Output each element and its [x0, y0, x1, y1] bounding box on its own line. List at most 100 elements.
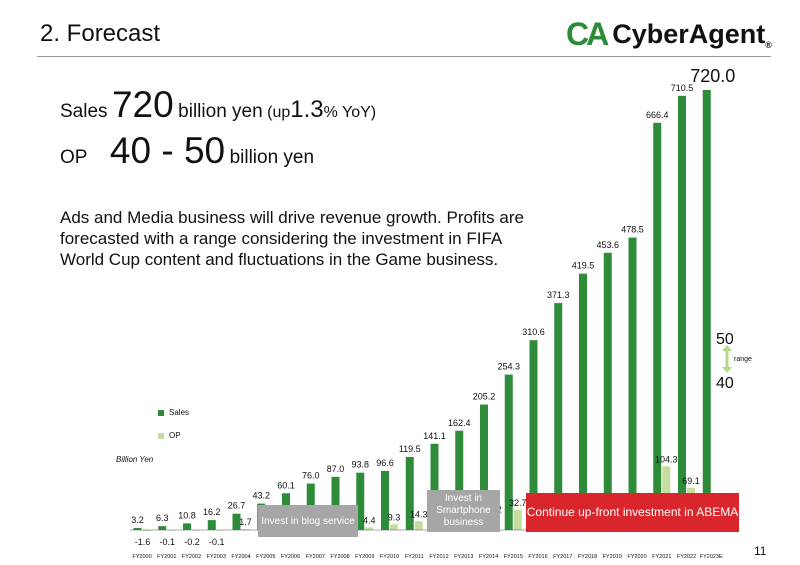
sales-value-label: 371.3: [547, 290, 570, 300]
sales-bar: [232, 513, 241, 530]
range-high-label: 50: [716, 331, 734, 348]
sales-value-label: 419.5: [572, 261, 595, 271]
sales-bar: [529, 340, 538, 530]
x-tick-label: FY2000: [132, 554, 151, 560]
sales-value-label: 16.2: [203, 507, 221, 517]
op-value-label: 9.3: [388, 512, 401, 522]
sales-value-label: 76.0: [302, 471, 320, 481]
sales-value-label: 93.8: [351, 460, 369, 470]
sales-value-label: 254.3: [497, 362, 520, 372]
sales-unit: billion yen: [178, 101, 263, 122]
x-tick-label: FY2001: [157, 554, 176, 560]
op-bar: [241, 528, 250, 530]
x-tick-label: FY2012: [429, 554, 448, 560]
legend-sales-label: Sales: [169, 408, 190, 417]
op-value-label: -0.2: [184, 537, 200, 547]
x-tick-label: FY2007: [306, 554, 325, 560]
sales-value-label: 162.4: [448, 418, 471, 428]
op-value-label: 69.1: [682, 476, 700, 486]
sales-growth-suffix: % YoY): [323, 104, 377, 121]
x-tick-label: FY2004: [231, 554, 250, 560]
sales-bar: [628, 237, 637, 531]
x-tick-label: FY2017: [553, 554, 572, 560]
sales-value-label: 96.6: [376, 458, 394, 468]
x-tick-label: FY2019: [603, 554, 622, 560]
sales-bar: [381, 470, 389, 530]
sales-value-label: 453.6: [596, 240, 619, 250]
op-bar: [142, 530, 151, 531]
sales-bar: [702, 90, 711, 530]
sales-value-label: 6.3: [156, 513, 169, 523]
range-low-label: 40: [716, 375, 734, 392]
title-divider: [37, 56, 771, 57]
sales-bar: [158, 526, 167, 530]
op-value-label: 32.7: [509, 498, 527, 508]
sales-bar: [603, 252, 612, 531]
sales-bar: [356, 472, 365, 530]
sales-bar: [183, 523, 191, 530]
sales-value-label: 43.2: [252, 491, 270, 501]
x-tick-label: FY2010: [380, 554, 399, 560]
range-label: range: [734, 356, 752, 363]
sales-bar: [133, 528, 142, 530]
sales-bar: [504, 374, 513, 530]
x-tick-label: FY2009: [355, 554, 374, 560]
legend-op-swatch: [158, 432, 164, 439]
note-abema-investment: Continue up-front investment in ABEMA: [526, 493, 739, 532]
x-tick-label: FY2020: [627, 554, 646, 560]
op-value-label: 104.3: [655, 454, 678, 464]
unit-label: Billion Yen: [116, 455, 154, 464]
logo-registered: ®: [765, 39, 772, 50]
slide-title: 2. Forecast: [40, 20, 161, 47]
op-bar: [216, 530, 225, 531]
sales-value-label: 310.6: [522, 327, 545, 337]
x-tick-label: FY2014: [479, 554, 498, 560]
sales-growth: 1.3: [290, 96, 324, 123]
logo-mark: CA: [566, 15, 609, 52]
sales-bar: [480, 404, 488, 530]
op-value-label: 14.3: [410, 509, 428, 519]
x-tick-label: FY2015: [504, 554, 523, 560]
sales-value: 720: [111, 84, 174, 125]
sales-value-label: 141.1: [423, 431, 446, 441]
sales-bar: [207, 520, 216, 530]
x-tick-label: FY2016: [528, 554, 547, 560]
op-bar: [414, 521, 423, 530]
legend-sales-swatch: [158, 409, 164, 416]
sales-bar: [430, 443, 439, 530]
x-tick-label: FY2022: [677, 554, 696, 560]
x-tick-label: FY2005: [256, 554, 275, 560]
sales-bar: [455, 430, 464, 530]
sales-value-label: 119.5: [399, 444, 421, 454]
op-value: 40 - 50: [109, 130, 226, 171]
op-headline: OP 40 - 50 billion yen: [60, 130, 314, 172]
op-value-label: 1.7: [239, 517, 252, 527]
sales-value-label: 666.4: [646, 110, 669, 120]
note-smartphone-investment: Invest in Smartphone business: [427, 490, 500, 532]
sales-value-label: 720.0: [690, 66, 735, 86]
x-tick-label: FY2023E: [700, 554, 723, 560]
range-arrow-down-icon: [722, 367, 732, 373]
legend-op-label: OP: [169, 431, 181, 440]
op-bar: [365, 527, 374, 530]
legend-sales: Sales: [158, 408, 189, 417]
sales-bar: [653, 122, 662, 530]
range-arrow-up-icon: [722, 345, 732, 351]
sales-label: Sales: [60, 101, 108, 122]
sales-bar: [678, 95, 686, 531]
x-tick-label: FY2011: [405, 554, 424, 560]
sales-value-label: 710.5: [671, 83, 694, 93]
x-tick-label: FY2003: [207, 554, 226, 560]
op-value-label: -0.1: [209, 537, 225, 547]
op-value-label: -1.6: [135, 537, 151, 547]
op-label: OP: [60, 147, 88, 168]
op-value-label: -0.1: [159, 537, 175, 547]
sales-headline: Sales 720 billion yen (up1.3% YoY): [60, 84, 376, 126]
sales-bar: [405, 456, 414, 530]
sales-value-label: 478.5: [621, 225, 644, 235]
op-bar: [167, 530, 176, 531]
op-bar: [192, 530, 200, 531]
sales-value-label: 60.1: [277, 480, 295, 490]
sales-value-label: 205.2: [473, 392, 496, 402]
